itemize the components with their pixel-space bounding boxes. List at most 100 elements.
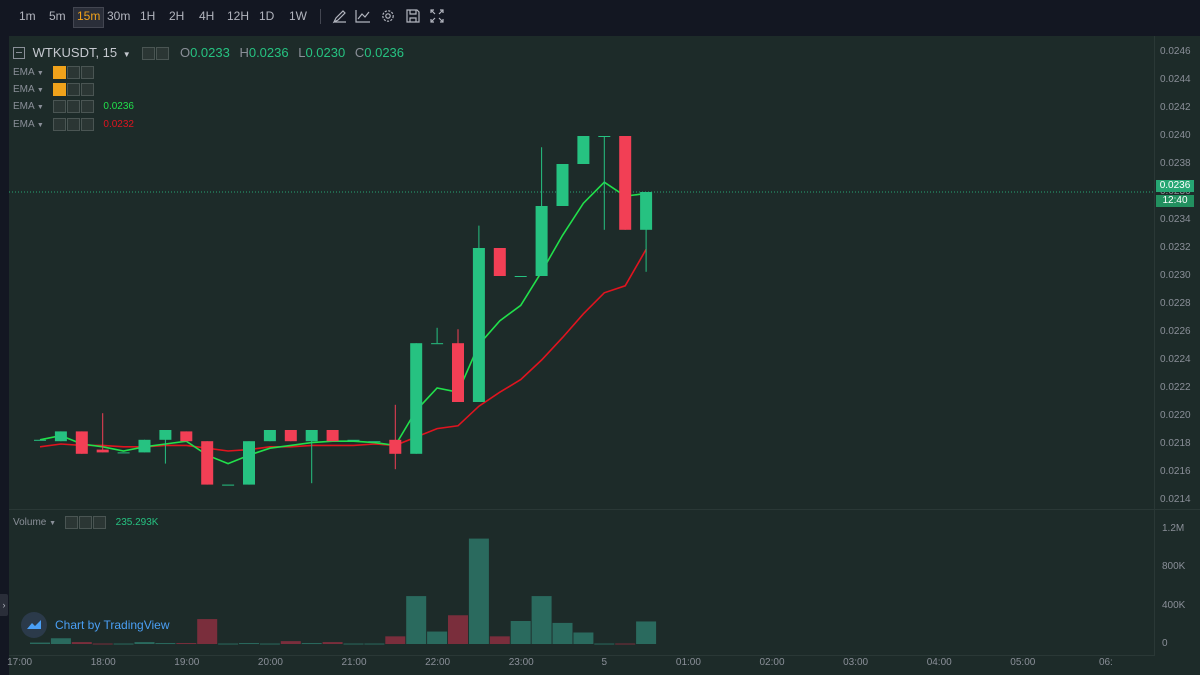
price-tick-label: 0.0240	[1160, 130, 1191, 141]
ema-label: EMA	[13, 119, 35, 131]
close-value: 0.0236	[364, 45, 405, 60]
chart-area[interactable]	[9, 36, 1200, 675]
low-value: 0.0230	[305, 45, 346, 60]
time-tick-label: 03:00	[843, 657, 869, 668]
price-tick-label: 0.0218	[1160, 438, 1191, 449]
pane-divider[interactable]	[9, 509, 1200, 510]
timeframe-1h[interactable]: 1H	[140, 9, 156, 23]
price-tick-label: 0.0234	[1160, 214, 1191, 225]
time-tick-label: 20:00	[257, 657, 283, 668]
price-tick-label: 0.0246	[1160, 46, 1191, 57]
timeframe-1m[interactable]: 1m	[19, 9, 36, 23]
ema-fast-value: 0.0236	[103, 101, 134, 113]
time-tick-label: 19:00	[174, 657, 200, 668]
ema-legend-3[interactable]: EMA ▼ 0.0236	[13, 100, 134, 114]
close-icon[interactable]	[92, 516, 106, 529]
volume-dropdown-icon[interactable]: ▼	[49, 520, 57, 528]
ema-label: EMA	[13, 101, 35, 113]
ema-legend-2[interactable]: EMA ▼	[13, 83, 95, 97]
time-tick-label: 05:00	[1010, 657, 1036, 668]
eye-icon[interactable]	[52, 66, 66, 79]
high-value: 0.0236	[248, 45, 289, 60]
time-tick-label: 01:00	[675, 657, 701, 668]
open-value: 0.0233	[190, 45, 230, 60]
eye-icon[interactable]	[52, 83, 66, 96]
price-tick-label: 0.0214	[1160, 494, 1191, 505]
symbol-visibility-icon[interactable]	[142, 47, 156, 61]
time-tick-label: 17:00	[7, 657, 33, 668]
price-tick-label: 0.0216	[1160, 466, 1191, 477]
price-tick-label: 0.0222	[1160, 382, 1191, 393]
indicator-icon[interactable]	[355, 8, 371, 24]
price-tick-label: 0.0220	[1160, 410, 1191, 421]
high-label: H	[239, 45, 249, 60]
symbol-settings-icon[interactable]	[156, 47, 170, 61]
price-tick-label: 0.0228	[1160, 298, 1191, 309]
time-tick-label: 06:	[1098, 657, 1113, 668]
volume-label: Volume	[13, 517, 47, 529]
close-icon[interactable]	[80, 118, 94, 131]
tradingview-logo[interactable]: Chart by TradingView	[21, 611, 170, 639]
ema-dropdown-icon[interactable]: ▼	[36, 104, 44, 112]
symbol-name[interactable]: WTKUSDT, 15	[32, 45, 118, 60]
ema-dropdown-icon[interactable]: ▼	[36, 70, 44, 78]
ema-label: EMA	[13, 67, 35, 79]
ema-label: EMA	[13, 84, 35, 96]
time-tick-label: 18:00	[90, 657, 116, 668]
side-panel-toggle[interactable]: ›	[0, 594, 8, 616]
volume-tick-label: 0	[1162, 638, 1168, 649]
ema-legend-4[interactable]: EMA ▼ 0.0232	[13, 118, 134, 132]
ema-dropdown-icon[interactable]: ▼	[36, 87, 44, 95]
price-tick-label: 0.0226	[1160, 326, 1191, 337]
volume-tick-label: 1.2M	[1162, 523, 1185, 534]
price-tick-label: 0.0232	[1160, 242, 1191, 253]
close-label: C	[354, 45, 365, 60]
timeframe-4h[interactable]: 4H	[199, 9, 215, 23]
draw-icon[interactable]	[332, 8, 348, 24]
price-tick-label: 0.0238	[1160, 158, 1191, 169]
volume-tick-label: 800K	[1162, 561, 1186, 573]
timeframe-12h[interactable]: 12H	[227, 9, 250, 23]
branding-text: Chart by TradingView	[55, 618, 170, 632]
time-scale-border	[9, 655, 1155, 656]
time-tick-label: 23:00	[508, 657, 534, 668]
eye-icon[interactable]	[52, 118, 66, 131]
symbol-dropdown-icon[interactable]: ▼	[122, 50, 131, 59]
ema-legend-1[interactable]: EMA ▼	[13, 66, 95, 80]
close-icon[interactable]	[80, 66, 94, 79]
collapse-legend-icon[interactable]	[13, 46, 25, 59]
ema-slow-value: 0.0232	[103, 119, 134, 131]
timeframe-30m[interactable]: 30m	[107, 9, 131, 23]
ema-dropdown-icon[interactable]: ▼	[36, 122, 44, 130]
timeframe-1w[interactable]: 1W	[289, 9, 307, 23]
settings-icon[interactable]	[66, 100, 80, 113]
close-icon[interactable]	[80, 83, 94, 96]
eye-icon[interactable]	[64, 516, 78, 529]
timeframe-5m[interactable]: 5m	[49, 9, 66, 23]
time-tick-label: 04:00	[926, 657, 952, 668]
settings-icon[interactable]	[66, 83, 80, 96]
settings-icon[interactable]	[66, 118, 80, 131]
timeframe-1d[interactable]: 1D	[259, 9, 275, 23]
time-tick-label: 5	[601, 657, 608, 668]
open-label: O	[179, 45, 191, 60]
settings-icon[interactable]	[66, 66, 80, 79]
settings-icon[interactable]	[78, 516, 92, 529]
price-tick-label: 0.0244	[1160, 74, 1191, 85]
price-tick-label: 0.0242	[1160, 102, 1191, 113]
timeframe-2h[interactable]: 2H	[169, 9, 185, 23]
settings-icon[interactable]	[380, 8, 396, 24]
toolbar-divider	[320, 9, 321, 24]
volume-tick-label: 400K	[1162, 599, 1186, 611]
tradingview-cloud-icon	[21, 612, 47, 638]
time-tick-label: 21:00	[341, 657, 367, 668]
price-scale-border	[1154, 36, 1155, 656]
symbol-legend: WTKUSDT, 15 ▼ O0.0233 H0.0236 L0.0230 C0…	[13, 45, 404, 61]
volume-legend[interactable]: Volume ▼ 235.293K	[13, 516, 158, 530]
save-icon[interactable]	[405, 8, 421, 24]
close-icon[interactable]	[80, 100, 94, 113]
eye-icon[interactable]	[52, 100, 66, 113]
fullscreen-icon[interactable]	[429, 8, 445, 24]
timeframe-15m[interactable]: 15m	[73, 7, 105, 28]
price-tick-label: 0.0224	[1160, 354, 1191, 365]
